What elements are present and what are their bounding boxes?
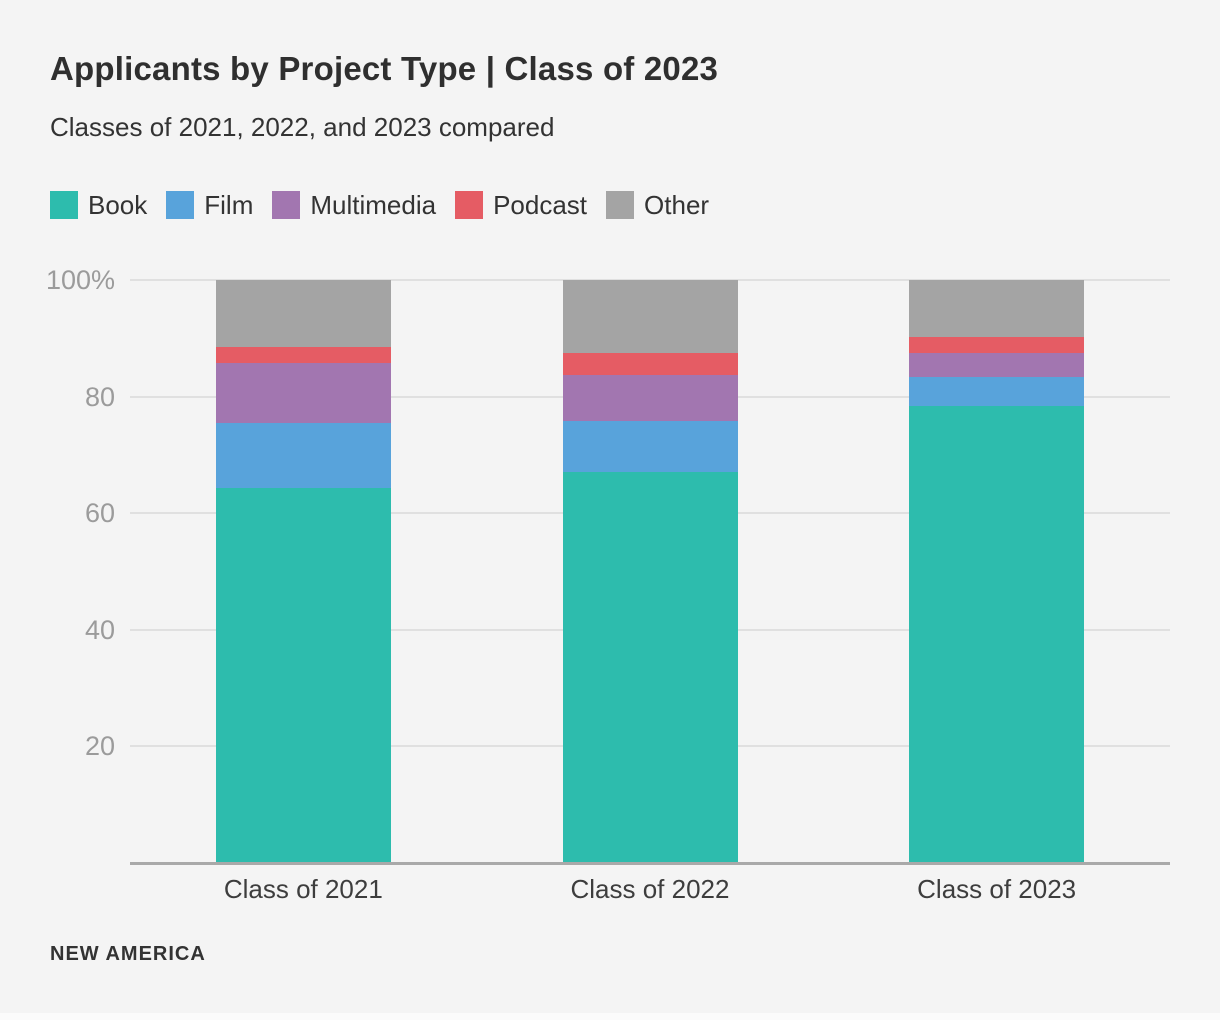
legend-item-book: Book [50,191,147,219]
legend-swatch-book [50,191,78,219]
bar-segment-book-class-of-2021 [215,487,391,863]
legend-label-multimedia: Multimedia [310,190,437,220]
bar-segment-other-class-of-2021 [215,280,391,347]
legend-item-other: Other [606,191,709,219]
y-axis-tick-label-80: 80 [84,381,115,412]
x-axis-label-class-of-2021: Class of 2021 [223,874,383,904]
legend-label-book: Book [88,190,148,220]
x-axis-label-class-of-2022: Class of 2022 [570,874,730,904]
bar-class-of-2022 [562,280,738,863]
legend-swatch-podcast [455,191,484,219]
legend-label-podcast: Podcast [493,190,588,220]
legend-swatch-other [606,191,635,219]
bar-segment-other-class-of-2022 [562,280,738,353]
legend-label-film: Film [204,190,254,220]
legend-item-film: Film [166,191,253,219]
bar-segment-book-class-of-2022 [562,472,738,863]
legend-item-multimedia: Multimedia [272,191,436,219]
bar-segment-multimedia-class-of-2021 [215,363,391,423]
bar-class-of-2021 [215,280,391,863]
legend-label-other: Other [644,190,710,220]
y-axis-tick-label-20: 20 [84,731,115,762]
chart-subtitle: Classes of 2021, 2022, and 2023 compared [50,112,555,142]
bar-segment-podcast-class-of-2023 [909,336,1085,354]
x-axis-line [130,862,1170,865]
bar-segment-other-class-of-2023 [909,280,1085,337]
bar-segment-multimedia-class-of-2022 [562,375,738,422]
legend-swatch-multimedia [272,191,301,219]
brand-logo-text: NEW AMERICA [50,943,206,965]
bottom-edge-strip [0,1013,1220,1020]
legend: Book Film Multimedia Podcast Other [50,191,709,219]
bar-segment-multimedia-class-of-2023 [909,353,1085,377]
legend-item-podcast: Podcast [455,191,587,219]
chart-title: Applicants by Project Type | Class of 20… [50,50,719,87]
bar-segment-podcast-class-of-2022 [562,352,738,376]
bar-segment-film-class-of-2021 [215,422,391,488]
bar-segment-film-class-of-2022 [562,421,738,473]
x-axis-label-class-of-2023: Class of 2023 [917,874,1077,904]
y-axis-tick-label-60: 60 [84,498,115,529]
legend-swatch-film [166,191,195,219]
y-axis-tick-label-100: 100% [45,265,115,295]
y-axis-tick-label-40: 40 [84,614,115,645]
gridline-100 [130,279,1170,281]
bar-segment-film-class-of-2023 [909,376,1085,406]
bar-segment-book-class-of-2023 [909,405,1085,863]
bar-segment-podcast-class-of-2021 [215,346,391,364]
bar-class-of-2023 [909,280,1085,863]
